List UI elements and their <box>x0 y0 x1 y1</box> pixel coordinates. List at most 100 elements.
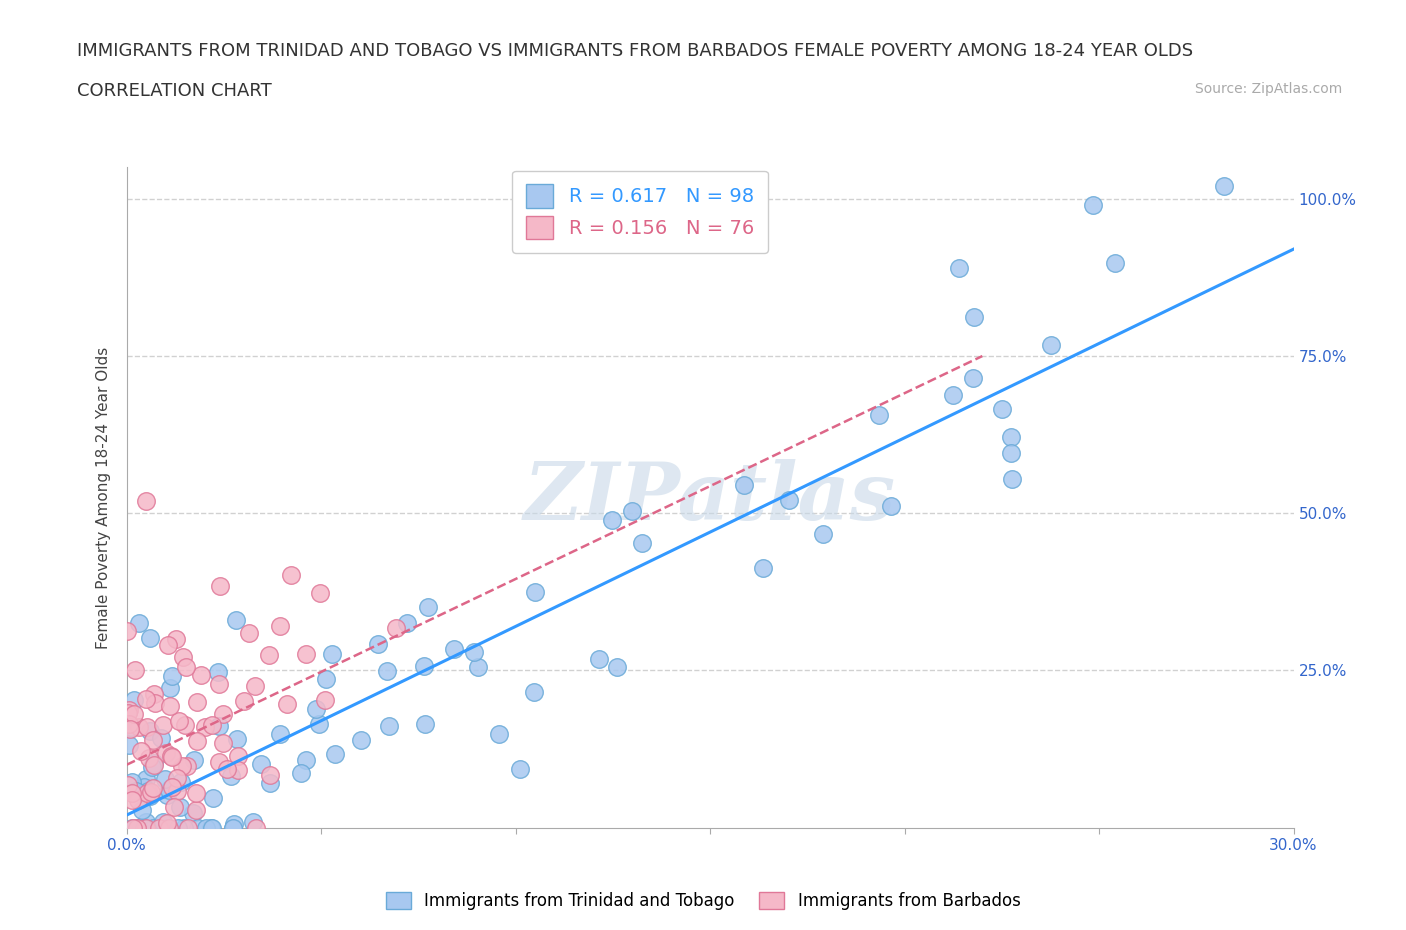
Point <box>238 626 260 641</box>
Point <box>811 526 834 541</box>
Point <box>139 724 162 738</box>
Point <box>138 751 160 765</box>
Point <box>127 793 149 808</box>
Point <box>118 703 141 718</box>
Point <box>173 820 195 835</box>
Point <box>509 762 531 777</box>
Point <box>173 718 195 733</box>
Point <box>172 650 194 665</box>
Point <box>1000 446 1022 461</box>
Point <box>128 720 150 735</box>
Point <box>159 698 181 713</box>
Point <box>117 705 139 720</box>
Point <box>228 749 250 764</box>
Point <box>132 779 155 794</box>
Point <box>152 717 174 732</box>
Point <box>208 578 231 593</box>
Point <box>524 585 547 600</box>
Point <box>159 749 181 764</box>
Point <box>155 746 177 761</box>
Point <box>160 779 183 794</box>
Point <box>121 820 143 835</box>
Point <box>233 694 256 709</box>
Point <box>118 737 141 752</box>
Point <box>166 770 188 785</box>
Point <box>443 642 465 657</box>
Point <box>160 750 183 764</box>
Point <box>124 784 146 799</box>
Point <box>733 477 755 492</box>
Point <box>226 732 249 747</box>
Point <box>242 815 264 830</box>
Point <box>153 772 176 787</box>
Point <box>1104 256 1126 271</box>
Point <box>245 820 267 835</box>
Point <box>226 763 249 777</box>
Point <box>222 820 245 835</box>
Point <box>157 782 180 797</box>
Point <box>225 613 247 628</box>
Point <box>174 660 197 675</box>
Point <box>350 733 373 748</box>
Point <box>166 783 188 798</box>
Point <box>630 536 652 551</box>
Point <box>880 498 903 513</box>
Text: ZIPatlas: ZIPatlas <box>524 458 896 537</box>
Point <box>222 817 245 831</box>
Point <box>170 775 193 790</box>
Point <box>167 713 190 728</box>
Text: IMMIGRANTS FROM TRINIDAD AND TOBAGO VS IMMIGRANTS FROM BARBADOS FEMALE POVERTY A: IMMIGRANTS FROM TRINIDAD AND TOBAGO VS I… <box>77 42 1194 60</box>
Point <box>135 786 157 801</box>
Point <box>259 768 281 783</box>
Point <box>134 820 156 835</box>
Point <box>156 820 179 835</box>
Point <box>172 759 194 774</box>
Point <box>141 820 163 835</box>
Point <box>186 695 208 710</box>
Point <box>212 707 235 722</box>
Point <box>467 660 489 675</box>
Point <box>219 769 242 784</box>
Point <box>121 786 143 801</box>
Point <box>163 799 186 814</box>
Point <box>194 719 217 734</box>
Point <box>143 755 166 770</box>
Point <box>295 646 318 661</box>
Point <box>186 733 208 748</box>
Point <box>208 755 231 770</box>
Point <box>308 716 330 731</box>
Point <box>177 820 200 835</box>
Point <box>181 805 204 820</box>
Point <box>250 757 273 772</box>
Point <box>190 667 212 682</box>
Point <box>1212 179 1234 193</box>
Point <box>157 820 180 835</box>
Point <box>129 743 152 758</box>
Point <box>1001 472 1024 486</box>
Point <box>321 646 343 661</box>
Point <box>276 697 298 711</box>
Point <box>184 803 207 817</box>
Point <box>183 752 205 767</box>
Point <box>122 693 145 708</box>
Point <box>117 623 139 638</box>
Point <box>148 820 170 835</box>
Point <box>156 816 179 830</box>
Point <box>139 789 162 804</box>
Point <box>868 407 890 422</box>
Point <box>280 567 302 582</box>
Point <box>314 693 336 708</box>
Point <box>135 720 157 735</box>
Point <box>187 820 209 835</box>
Point <box>990 402 1012 417</box>
Point <box>141 760 163 775</box>
Point <box>375 664 398 679</box>
Point <box>124 784 146 799</box>
Point <box>309 585 332 600</box>
Text: Source: ZipAtlas.com: Source: ZipAtlas.com <box>1195 82 1343 96</box>
Point <box>120 720 142 735</box>
Point <box>152 814 174 829</box>
Point <box>1000 430 1022 445</box>
Point <box>157 820 180 835</box>
Point <box>142 780 165 795</box>
